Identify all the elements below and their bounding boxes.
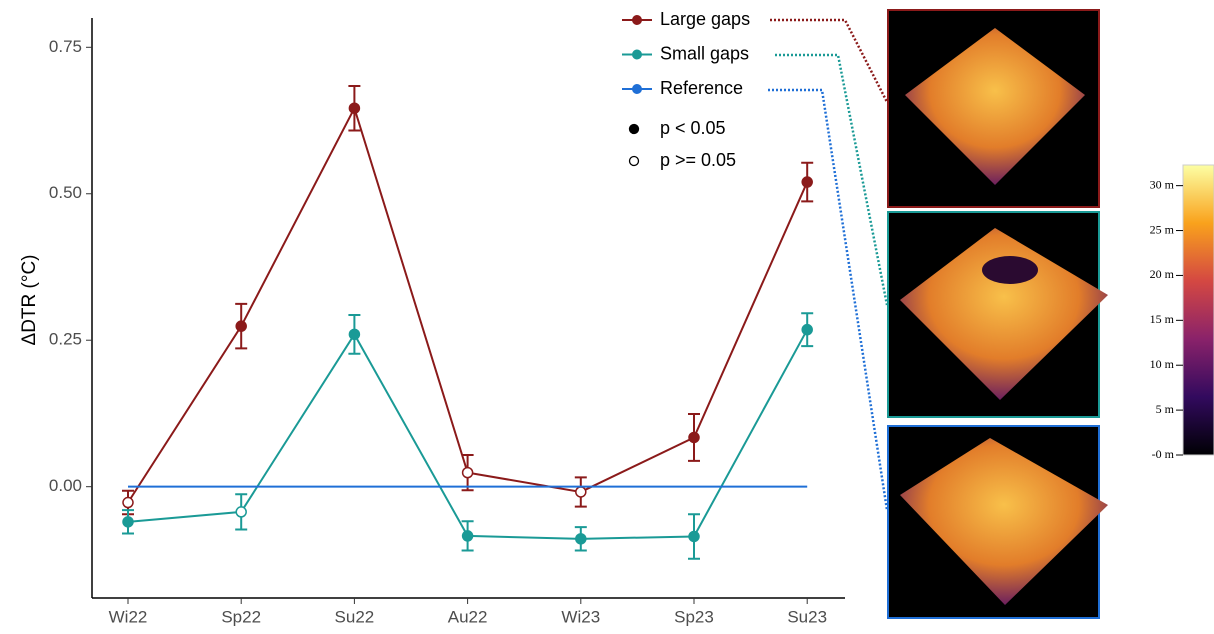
data-point: [802, 177, 812, 187]
colorbar-label: 5 m: [1156, 402, 1175, 416]
series-line: [128, 330, 807, 539]
plot-area: [92, 18, 845, 598]
colorbar-label: -0 m: [1152, 447, 1175, 461]
y-axis-label: ΔDTR (°C): [19, 255, 40, 346]
x-tick-label: Au22: [448, 607, 488, 626]
x-tick-label: Sp23: [674, 607, 714, 626]
x-tick-label: Sp22: [221, 607, 261, 626]
legend-label: Large gaps: [660, 9, 750, 29]
canopy-panels: [768, 10, 1214, 618]
y-tick-label: 0.50: [49, 183, 82, 202]
data-point: [576, 534, 586, 544]
data-point: [123, 498, 133, 508]
data-point: [349, 103, 359, 113]
legend-marker: [632, 50, 642, 60]
colorbar-label: 15 m: [1150, 312, 1175, 326]
data-point: [689, 432, 699, 442]
colorbar-label: 10 m: [1150, 357, 1175, 371]
x-tick-label: Su23: [787, 607, 827, 626]
data-point: [802, 325, 812, 335]
connector: [775, 55, 887, 305]
legend-marker: [632, 15, 642, 25]
colorbar-label: 25 m: [1150, 222, 1175, 236]
colorbar-label: 20 m: [1150, 267, 1175, 281]
y-tick-label: 0.75: [49, 37, 82, 56]
legend-marker: [630, 125, 639, 134]
chart: ΔDTR (°C) 0.00 0.25 0.50 0.75 Wi22 Sp22 Su22 Au…: [0, 0, 1214, 629]
connector: [770, 20, 887, 102]
data-point: [236, 321, 246, 331]
legend-label: Reference: [660, 78, 743, 98]
colorbar-label: 30 m: [1150, 177, 1175, 191]
gap: [982, 256, 1038, 284]
data-point: [123, 517, 133, 527]
y-tick-label: 0.00: [49, 476, 82, 495]
data-point: [463, 468, 473, 478]
legend-marker: [632, 84, 642, 94]
data-point: [576, 487, 586, 497]
legend-marker: [630, 157, 639, 166]
legend-label: p >= 0.05: [660, 150, 736, 170]
data-point: [236, 507, 246, 517]
data-point: [689, 531, 699, 541]
colorbar: [1183, 165, 1214, 455]
x-tick-label: Su22: [335, 607, 375, 626]
x-tick-label: Wi23: [561, 607, 600, 626]
y-tick-label: 0.25: [49, 330, 82, 349]
connector: [768, 90, 887, 510]
x-tick-label: Wi22: [109, 607, 148, 626]
legend-label: Small gaps: [660, 43, 749, 63]
data-point: [349, 329, 359, 339]
legend-label: p < 0.05: [660, 118, 726, 138]
data-point: [463, 531, 473, 541]
